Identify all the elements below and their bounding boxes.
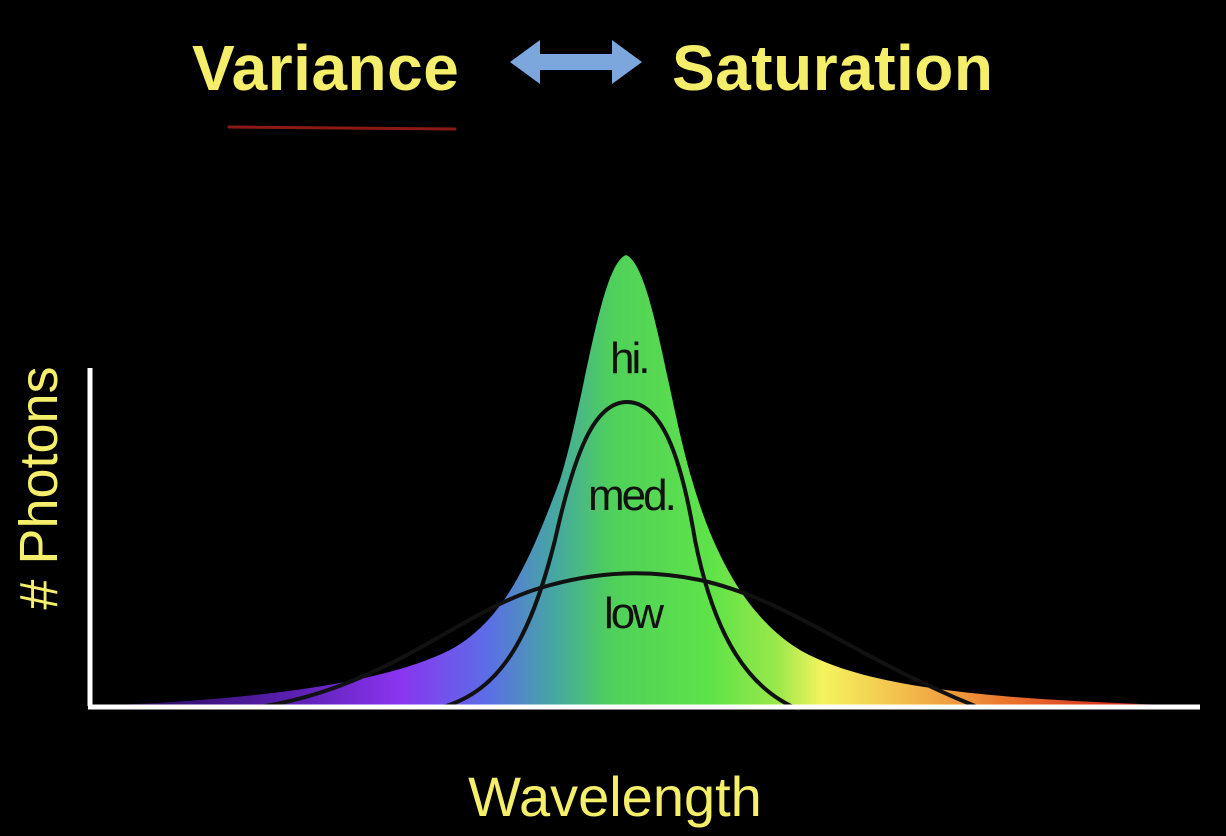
curve-label-low: low xyxy=(604,589,664,638)
variance-underline xyxy=(227,125,457,131)
double-arrow-icon xyxy=(510,40,642,84)
medium-curve xyxy=(442,399,801,712)
y-axis-label: # Photons xyxy=(9,366,69,610)
x-axis-label: Wavelength xyxy=(468,765,762,828)
curve-label-high: hi. xyxy=(610,334,647,383)
title-saturation: Saturation xyxy=(672,32,994,104)
spectrum-fill xyxy=(90,255,1200,706)
curve-label-medium: med. xyxy=(588,471,674,520)
low-curve xyxy=(264,571,976,708)
title-variance: Variance xyxy=(192,32,460,104)
